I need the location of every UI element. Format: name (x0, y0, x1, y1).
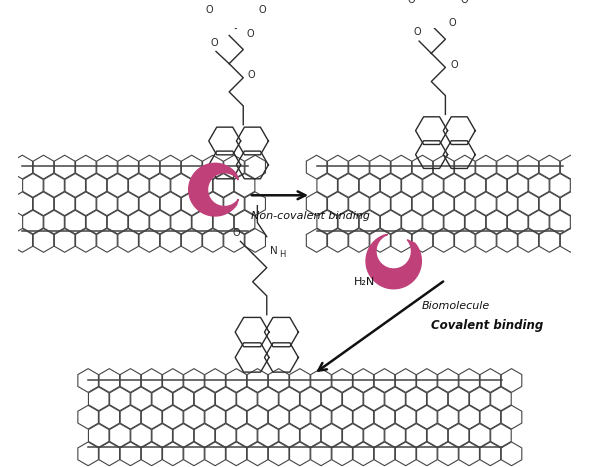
Text: Biomolecule: Biomolecule (422, 301, 490, 311)
Polygon shape (188, 163, 239, 216)
Text: H₂N: H₂N (354, 277, 375, 287)
Text: O: O (461, 0, 468, 5)
Text: O: O (408, 0, 415, 5)
Text: O: O (206, 5, 213, 15)
Text: O: O (448, 18, 456, 28)
Text: O: O (247, 70, 254, 80)
Text: O: O (259, 5, 266, 15)
Text: O: O (450, 60, 458, 70)
Polygon shape (366, 234, 421, 289)
Text: H: H (279, 250, 285, 259)
Text: Covalent binding: Covalent binding (431, 319, 544, 333)
Text: O: O (210, 38, 218, 48)
Text: O: O (233, 227, 240, 238)
Text: O: O (246, 28, 254, 39)
Text: Non-covalent binding: Non-covalent binding (251, 211, 370, 221)
Text: N: N (270, 246, 277, 256)
Text: O: O (413, 28, 421, 37)
